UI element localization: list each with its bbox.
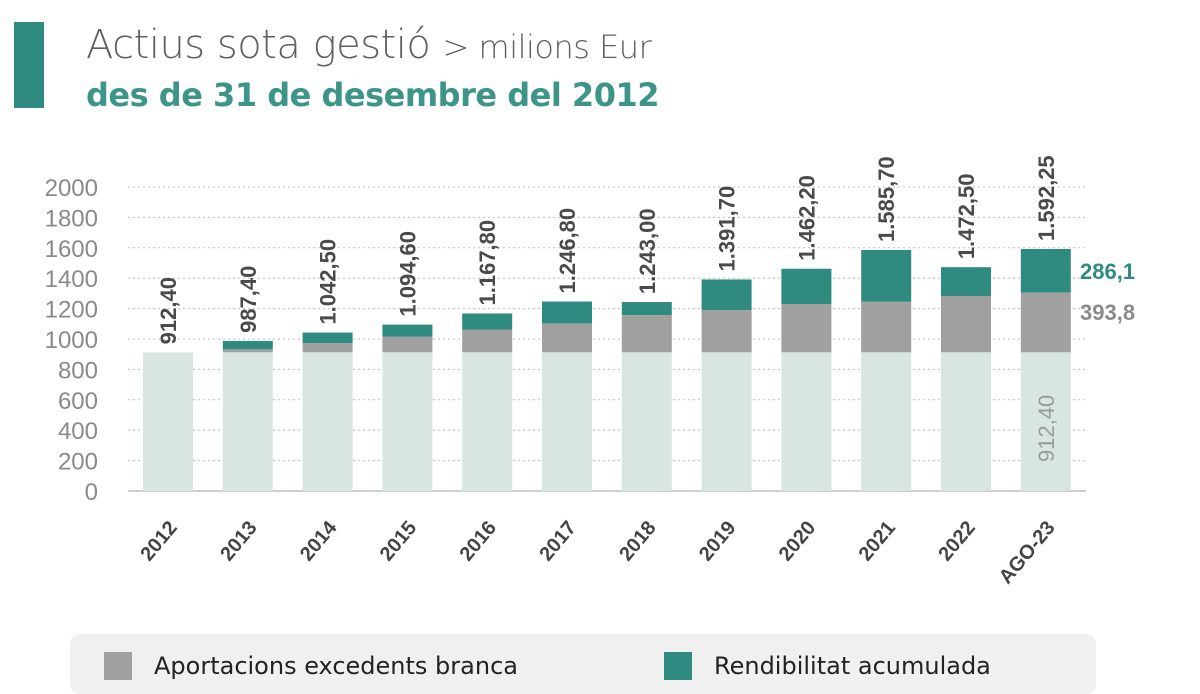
y-tick-label: 0: [85, 479, 98, 506]
bar-segment-base: [621, 352, 672, 491]
bar-segment-base: [542, 352, 592, 491]
legend-label-aportacions: Aportacions excedents branca: [154, 652, 518, 680]
bar-segment-aportacions: [621, 315, 672, 353]
y-tick-label: 1400: [45, 266, 98, 293]
title-text: Actius sota gestió: [86, 22, 431, 68]
legend-label-rendibilitat: Rendibilitat acumulada: [714, 652, 991, 680]
bar-segment-aportacions: [382, 336, 433, 353]
total-value-label: 1.042,50: [316, 239, 341, 325]
bar-segment-rendibilitat: [621, 302, 672, 316]
bar-segment-aportacions: [302, 343, 353, 353]
bar-segment-aportacions: [941, 296, 991, 353]
title-unit: > milions Eur: [442, 28, 652, 66]
stacked-bar-chart: 0 200 400 600 800 1000 1200 1400 1600 1800 2000 912…: [45, 155, 1135, 588]
bar-segment-aportacions: [701, 310, 752, 353]
y-tick-label: 800: [58, 357, 98, 384]
total-value-label: 1.094,60: [395, 231, 420, 317]
bar-segment-aportacions: [462, 329, 513, 353]
total-value-label: 1.391,70: [715, 186, 740, 272]
legend: Aportacions excedents branca Rendibilita…: [70, 634, 1096, 694]
x-tick-label: AGO-23: [995, 517, 1060, 588]
bar-segment-base: [382, 352, 433, 491]
bar-segment-aportacions: [861, 301, 912, 353]
base-value-label: 912,40: [1034, 395, 1059, 462]
x-tick-label: 2022: [934, 517, 979, 565]
x-tick-label: 2012: [136, 517, 181, 565]
bar-segment-base: [143, 352, 193, 491]
y-tick-label: 1600: [45, 236, 98, 263]
title-accent-bar: [14, 22, 44, 108]
bar-segment-rendibilitat: [1020, 248, 1071, 293]
y-tick-label: 600: [58, 388, 98, 415]
bar-segment-rendibilitat: [781, 268, 832, 304]
y-tick-label: 200: [58, 449, 98, 476]
bar-segment-base: [781, 352, 832, 491]
x-tick-label: 2018: [615, 517, 660, 565]
total-value-label: 1.472,50: [954, 174, 979, 260]
legend-item-rendibilitat: Rendibilitat acumulada: [664, 652, 991, 680]
x-tick-label: 2014: [296, 516, 342, 565]
aportacions-value-label: 393,8: [1080, 300, 1135, 325]
y-tick-label: 1800: [45, 205, 98, 232]
x-tick-label: 2015: [376, 517, 421, 565]
x-tick-label: 2019: [695, 517, 740, 565]
bar-segment-base: [941, 352, 991, 491]
total-value-label: 1.592,25: [1034, 155, 1059, 241]
bar-segment-base: [222, 352, 273, 491]
total-value-label: 1.585,70: [874, 156, 899, 242]
bar-segment-base: [1020, 352, 1071, 491]
x-tick-label: 2013: [216, 517, 261, 565]
y-tick-label: 2000: [45, 175, 98, 202]
bar-segment-rendibilitat: [302, 332, 353, 344]
x-tick-label: 2021: [855, 517, 900, 565]
bar-segment-base: [701, 352, 752, 491]
total-value-label: 987,40: [236, 266, 261, 333]
legend-swatch-rendibilitat: [664, 652, 692, 680]
x-tick-label: 2020: [775, 517, 820, 565]
y-tick-label: 1200: [45, 297, 98, 324]
bar-segment-rendibilitat: [701, 279, 752, 311]
bar-segment-base: [302, 352, 353, 491]
total-value-label: 1.462,20: [794, 175, 819, 261]
y-tick-label: 1000: [45, 327, 98, 354]
y-tick-label: 400: [58, 418, 98, 445]
bar-segment-aportacions: [781, 303, 832, 353]
x-tick-label: 2016: [456, 517, 501, 565]
bar-segment-base: [861, 352, 912, 491]
bar-segment-base: [462, 352, 513, 491]
bar-segment-rendibilitat: [382, 324, 433, 337]
chart-title: Actius sota gestió > milions Eur: [86, 22, 652, 68]
total-value-label: 1.243,00: [635, 208, 660, 294]
bar-segment-rendibilitat: [861, 249, 912, 302]
bar-segment-aportacions: [1020, 292, 1071, 353]
bar-segment-rendibilitat: [462, 313, 513, 330]
total-value-label: 912,40: [156, 277, 181, 344]
legend-swatch-aportacions: [104, 652, 132, 680]
total-value-label: 1.167,80: [475, 220, 500, 306]
legend-item-aportacions: Aportacions excedents branca: [104, 652, 518, 680]
x-tick-label: 2017: [535, 517, 580, 565]
bar-segment-rendibilitat: [542, 301, 592, 324]
total-value-label: 1.246,80: [555, 208, 580, 294]
bar-segment-rendibilitat: [222, 340, 273, 350]
bar-segment-aportacions: [222, 349, 273, 353]
rendibilitat-value-label: 286,1: [1080, 259, 1135, 284]
bar-segment-rendibilitat: [941, 267, 991, 297]
chart-subtitle: des de 31 de desembre del 2012: [86, 76, 659, 114]
bar-segment-aportacions: [542, 323, 592, 353]
